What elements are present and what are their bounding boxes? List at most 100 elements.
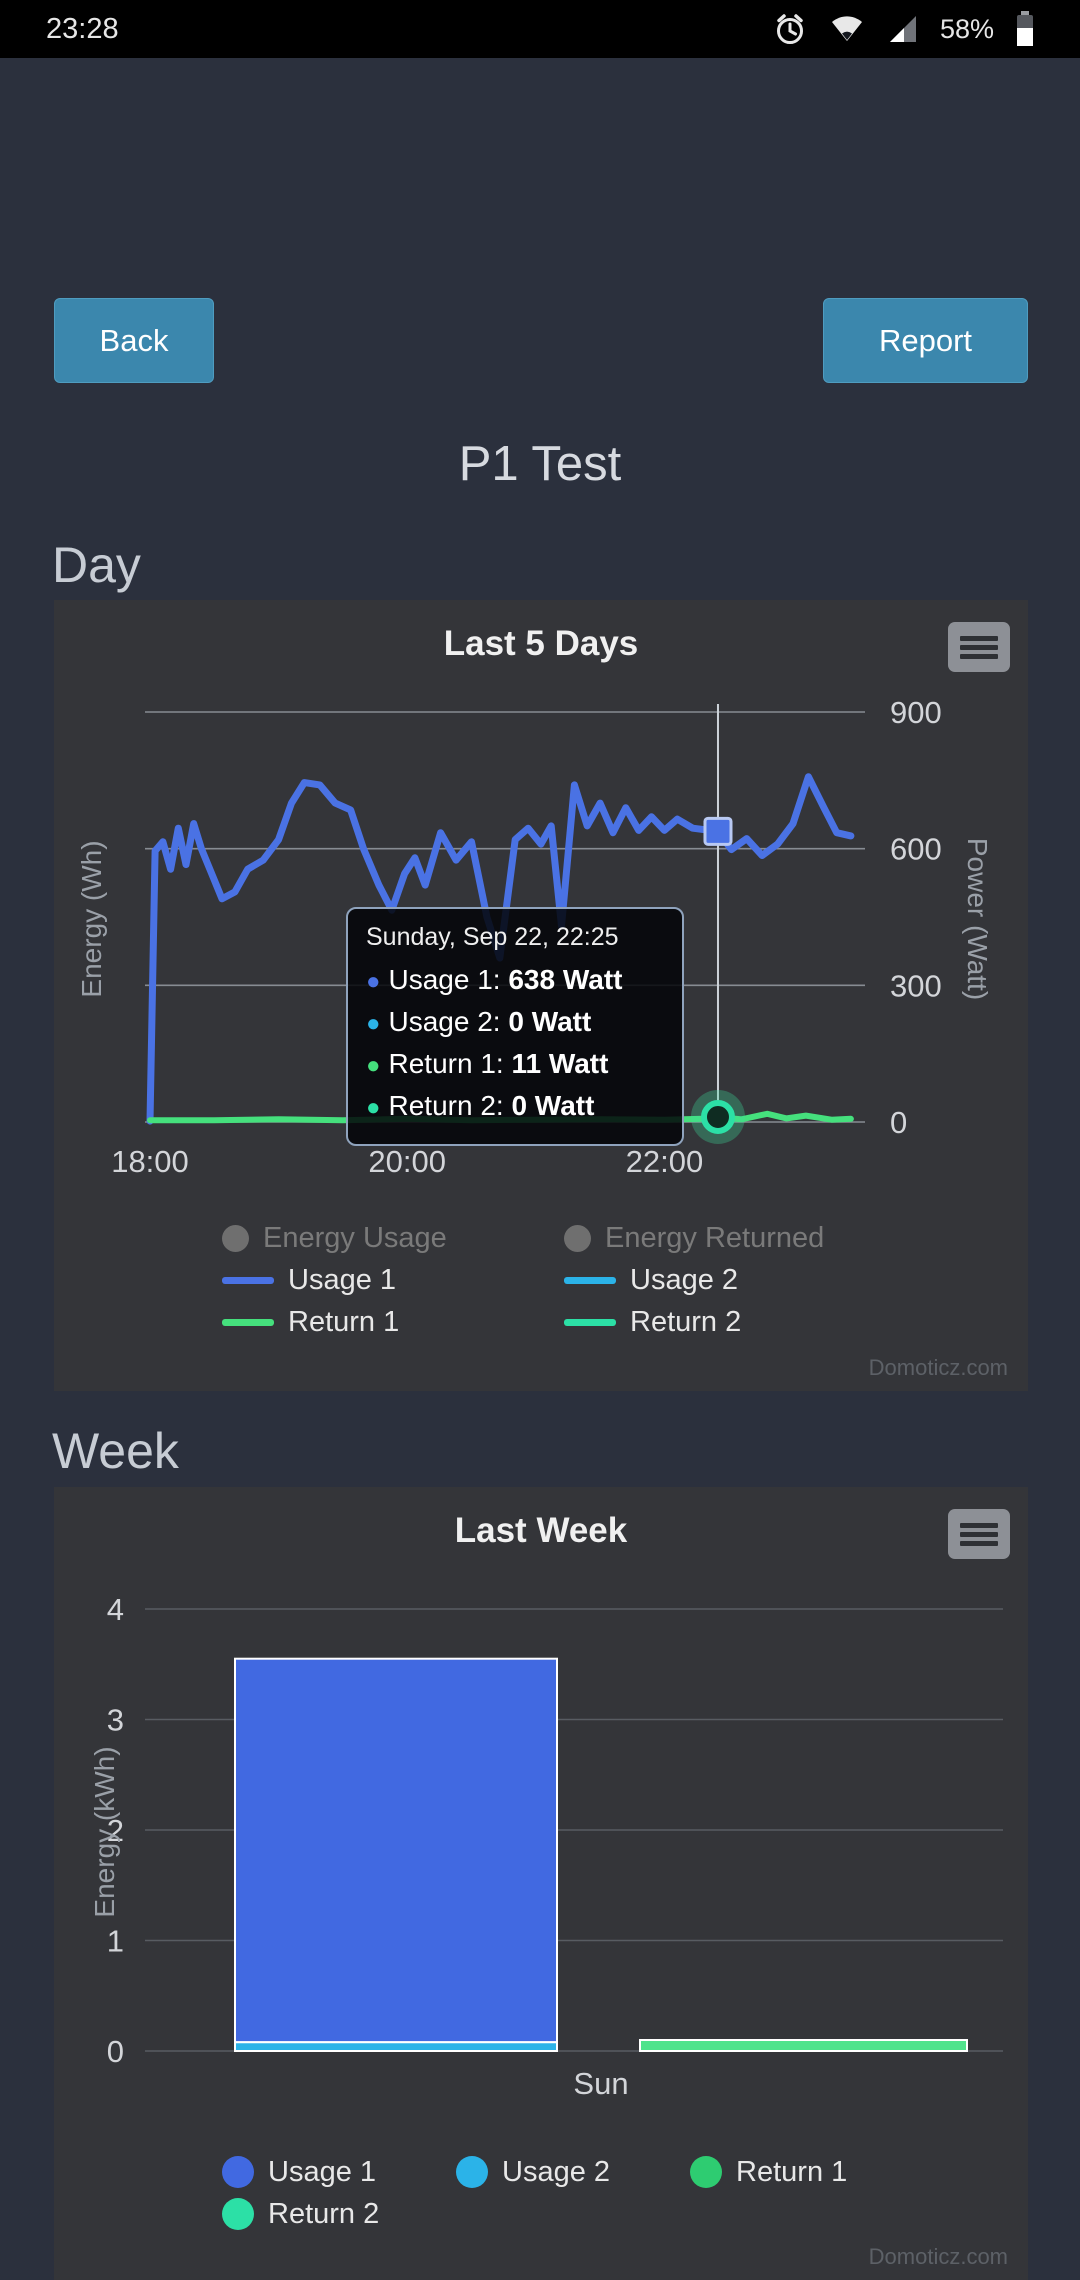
day-chart-title: Last 5 Days — [443, 624, 639, 663]
wifi-icon — [828, 11, 866, 47]
legend-item-usage-2[interactable]: Usage 2 — [564, 1264, 906, 1297]
day-chart-plot[interactable]: 0 300 600 900 18:00 20:00 22:00 — [54, 600, 1028, 1391]
tooltip-row: ● Return 2: 0 Watt — [366, 1086, 664, 1128]
tooltip-series-label: Return 1: — [388, 1048, 512, 1079]
page-title: P1 Test — [458, 437, 622, 491]
tooltip-series-label: Usage 2: — [388, 1006, 509, 1037]
tooltip-series-value: 0 Watt — [511, 1090, 595, 1121]
tooltip-series-value: 638 Watt — [508, 964, 623, 995]
legend-row: Return 1 Return 2 — [222, 1301, 1028, 1343]
day-xtick-label: 22:00 — [626, 1144, 704, 1179]
day-ytick-label: 0 — [890, 1105, 907, 1140]
week-ytick-label: 0 — [107, 2034, 124, 2069]
week-ytick-label: 2 — [107, 1813, 124, 1848]
day-xtick-label: 18:00 — [111, 1144, 189, 1179]
tooltip-series-value: 11 Watt — [511, 1048, 609, 1079]
alarm-icon — [772, 11, 808, 47]
legend-label: Return 1 — [736, 2155, 848, 2188]
week-ytick-label: 1 — [107, 1924, 124, 1959]
legend-item-return-2[interactable]: Return 2 — [222, 2198, 379, 2231]
legend-circle-icon — [564, 1224, 591, 1252]
day-ytick-label: 900 — [890, 695, 942, 730]
day-ytick-label: 600 — [890, 832, 942, 867]
status-icons: 58% — [772, 9, 1036, 49]
legend-row: Usage 1 Usage 2 — [222, 1259, 1028, 1301]
hamburger-icon — [960, 632, 998, 663]
week-chart-plot[interactable]: 0 1 2 3 4 Sun — [54, 1487, 1028, 2280]
legend-row: Return 2 — [222, 2193, 1028, 2235]
bar-return-1[interactable] — [639, 2039, 968, 2052]
legend-line-swatch — [222, 1318, 274, 1326]
legend-item-return-1[interactable]: Return 1 — [690, 2156, 847, 2189]
legend-item-return-2[interactable]: Return 2 — [564, 1306, 906, 1339]
legend-item-return-1[interactable]: Return 1 — [222, 1306, 564, 1339]
legend-line-swatch — [564, 1276, 616, 1284]
tooltip-row: ● Usage 2: 0 Watt — [366, 1002, 664, 1044]
legend-line-swatch — [222, 1276, 274, 1284]
bar-usage-2[interactable] — [234, 2041, 558, 2053]
legend-row: Usage 1 Usage 2 Return 1 — [222, 2151, 1028, 2193]
battery-percent: 58% — [939, 13, 994, 44]
legend-label: Usage 2 — [502, 2155, 611, 2188]
legend-label: Energy Returned — [605, 1221, 825, 1254]
tooltip-row: ● Return 1: 11 Watt — [366, 1044, 664, 1086]
selected-point-return1 — [700, 1099, 735, 1134]
hamburger-icon — [960, 1519, 998, 1550]
legend-item-energy-usage[interactable]: Energy Usage — [222, 1222, 564, 1255]
legend-circle-icon — [456, 2156, 489, 2188]
tooltip-row: ● Usage 1: 638 Watt — [366, 960, 664, 1002]
tooltip-header: Sunday, Sep 22, 22:25 — [366, 923, 619, 951]
legend-item-usage-2[interactable]: Usage 2 — [456, 2156, 610, 2189]
chart-context-menu-button[interactable] — [948, 622, 1010, 672]
battery-icon — [1014, 9, 1036, 49]
legend-label: Usage 1 — [288, 1263, 397, 1296]
legend-label: Return 2 — [630, 1305, 742, 1338]
legend-line-swatch — [564, 1318, 616, 1326]
day-chart-legend: Energy Usage Energy Returned Usage 1 Usage… — [54, 1217, 1028, 1343]
day-chart-card: Last 5 Days 0 300 600 900 18:00 20:00 22:00 En… — [54, 600, 1028, 1391]
day-y-axis-title-left: Energy (Wh) — [76, 840, 107, 998]
series-bullet-icon: ● — [366, 1094, 381, 1121]
legend-row: Energy Usage Energy Returned — [222, 1217, 1028, 1259]
week-ytick-label: 4 — [107, 1592, 124, 1627]
legend-item-energy-returned[interactable]: Energy Returned — [564, 1222, 906, 1255]
series-bullet-icon: ● — [366, 1010, 381, 1037]
legend-circle-icon — [222, 2156, 254, 2188]
chart-tooltip: Sunday, Sep 22, 22:25 ● Usage 1: 638 Watt… — [346, 907, 684, 1146]
back-button[interactable]: Back — [54, 298, 214, 383]
week-chart-title: Last Week — [454, 1511, 628, 1550]
legend-label: Usage 1 — [268, 2155, 377, 2188]
domoticz-credit-link[interactable]: Domoticz.com — [868, 1355, 1008, 1380]
legend-circle-icon — [222, 2198, 254, 2230]
day-y-axis-title-right: Power (Watt) — [962, 837, 993, 1001]
report-button[interactable]: Report — [823, 298, 1028, 383]
legend-item-usage-1[interactable]: Usage 1 — [222, 2156, 376, 2189]
legend-label: Energy Usage — [263, 1221, 447, 1254]
day-section-heading: Day — [52, 537, 141, 593]
chart-context-menu-button[interactable] — [948, 1509, 1010, 1559]
day-xtick-label: 20:00 — [368, 1144, 446, 1179]
week-ytick-label: 3 — [107, 1703, 124, 1738]
series-bullet-icon: ● — [366, 968, 381, 995]
bar-usage-1[interactable] — [234, 1657, 558, 2044]
legend-label: Return 2 — [268, 2197, 380, 2230]
legend-item-usage-1[interactable]: Usage 1 — [222, 1264, 564, 1297]
legend-label: Return 1 — [288, 1305, 400, 1338]
cell-signal-icon — [886, 11, 920, 47]
week-section-heading: Week — [52, 1423, 179, 1479]
series-bullet-icon: ● — [366, 1052, 381, 1079]
status-bar: 23:28 — [0, 0, 1080, 58]
day-ytick-label: 300 — [890, 968, 942, 1003]
legend-circle-icon — [690, 2156, 723, 2188]
legend-circle-icon — [222, 1224, 249, 1252]
tooltip-series-value: 0 Watt — [508, 1006, 592, 1037]
clock-text: 23:28 — [46, 12, 119, 45]
tooltip-rows: ● Usage 1: 638 Watt ● Usage 2: 0 Watt ● Retur… — [366, 960, 664, 1128]
week-y-axis-title: Energy (kWh) — [89, 1746, 120, 1918]
week-chart-legend: Usage 1 Usage 2 Return 1 Return 2 — [54, 2151, 1028, 2235]
selected-point-usage1 — [703, 816, 733, 846]
week-xtick-label: Sun — [573, 2066, 628, 2101]
domoticz-credit-link[interactable]: Domoticz.com — [868, 2244, 1008, 2269]
